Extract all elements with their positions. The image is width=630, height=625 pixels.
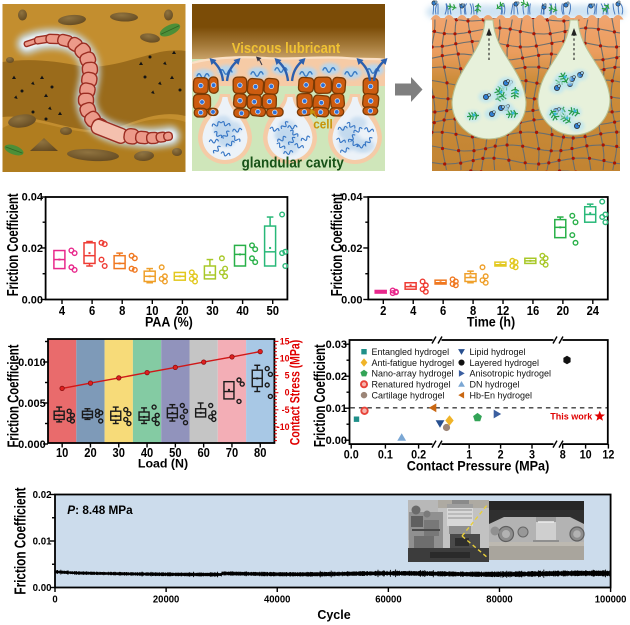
svg-text:0.00: 0.00: [326, 435, 347, 447]
svg-text:10: 10: [146, 303, 159, 318]
svg-text:Contact Pressure (MPa): Contact Pressure (MPa): [407, 458, 550, 474]
svg-text:0: 0: [285, 388, 290, 398]
svg-text:40: 40: [236, 303, 249, 318]
svg-text:0.04: 0.04: [341, 191, 363, 203]
svg-text:Hb-En hydrogel: Hb-En hydrogel: [470, 390, 533, 400]
svg-text:0.000: 0.000: [18, 439, 46, 451]
svg-text:DN hydrogel: DN hydrogel: [470, 379, 520, 389]
svg-text:70: 70: [226, 445, 239, 460]
svg-text:20: 20: [84, 445, 97, 460]
svg-text:16: 16: [527, 303, 540, 318]
svg-text:0.005: 0.005: [18, 398, 46, 410]
svg-text:12: 12: [497, 303, 510, 318]
svg-text:4: 4: [410, 303, 416, 318]
svg-text:80: 80: [254, 445, 267, 460]
svg-text:Load (N): Load (N): [138, 457, 188, 471]
svg-text:This work: This work: [550, 411, 593, 421]
svg-text:40000: 40000: [264, 594, 291, 605]
svg-text:Nano-array hydrogel: Nano-array hydrogel: [372, 369, 454, 379]
svg-text:50: 50: [169, 445, 182, 460]
svg-text:Friction Coefficient: Friction Coefficient: [328, 193, 345, 296]
svg-text:-10: -10: [277, 422, 290, 432]
svg-text:12: 12: [602, 449, 614, 462]
svg-text:24: 24: [587, 303, 600, 318]
svg-text:2: 2: [380, 303, 386, 318]
svg-text:Friction Coefficient: Friction Coefficient: [4, 193, 21, 296]
svg-text:glandular cavity: glandular cavity: [242, 154, 344, 171]
svg-text:Anti-fatigue hydrogel: Anti-fatigue hydrogel: [372, 358, 455, 368]
svg-text:15: 15: [280, 336, 290, 346]
svg-text:10: 10: [280, 354, 290, 364]
svg-text:6: 6: [440, 303, 446, 318]
svg-text:8: 8: [470, 303, 476, 318]
svg-text:0.02: 0.02: [22, 243, 43, 255]
svg-text:Time (h): Time (h): [467, 314, 515, 330]
svg-text:50: 50: [266, 303, 279, 318]
svg-text:Cartilage hydrogel: Cartilage hydrogel: [372, 390, 445, 400]
svg-text:100000: 100000: [595, 594, 627, 605]
svg-text:Layered hydrogel: Layered hydrogel: [470, 358, 540, 368]
svg-text:0.04: 0.04: [22, 191, 44, 203]
svg-text:20: 20: [176, 303, 189, 318]
svg-text:60000: 60000: [375, 594, 402, 605]
svg-text:0.2: 0.2: [411, 449, 426, 462]
svg-text:Friction Coefficient: Friction Coefficient: [12, 487, 29, 595]
svg-text:P: 8.48 MPa: P: 8.48 MPa: [67, 503, 133, 517]
svg-text:2: 2: [498, 449, 504, 462]
svg-text:0.02: 0.02: [33, 490, 52, 501]
svg-text:0.01: 0.01: [33, 537, 52, 548]
svg-text:cell: cell: [313, 117, 333, 131]
svg-text:-5: -5: [282, 405, 290, 415]
svg-text:10: 10: [580, 449, 592, 462]
svg-text:30: 30: [206, 303, 219, 318]
svg-text:40: 40: [141, 445, 154, 460]
svg-text:8: 8: [119, 303, 125, 318]
svg-text:10: 10: [56, 445, 69, 460]
svg-text:Viscous lubricant: Viscous lubricant: [232, 40, 341, 56]
svg-text:0.02: 0.02: [326, 371, 347, 383]
svg-text:Cycle: Cycle: [317, 608, 350, 622]
svg-text:PAA (%): PAA (%): [145, 314, 193, 330]
svg-text:0.01: 0.01: [326, 403, 347, 415]
svg-text:0.00: 0.00: [341, 295, 362, 307]
svg-text:20: 20: [557, 303, 570, 318]
svg-text:0.1: 0.1: [378, 449, 394, 462]
svg-text:0.00: 0.00: [22, 295, 43, 307]
svg-text:20000: 20000: [153, 594, 180, 605]
svg-text:5: 5: [285, 371, 290, 381]
svg-text:0.010: 0.010: [18, 357, 46, 369]
svg-text:4: 4: [59, 303, 65, 318]
svg-text:Entangled hydrogel: Entangled hydrogel: [372, 347, 450, 357]
svg-text:0.00: 0.00: [33, 583, 52, 594]
svg-text:Renatured hydrogel: Renatured hydrogel: [372, 379, 451, 389]
svg-text:3: 3: [529, 449, 535, 462]
svg-text:0: 0: [52, 594, 58, 605]
svg-text:Friction Coefficient: Friction Coefficient: [311, 344, 328, 447]
svg-text:0.03: 0.03: [326, 339, 347, 351]
svg-text:0.0: 0.0: [344, 449, 359, 462]
svg-text:0.02: 0.02: [341, 243, 362, 255]
svg-text:6: 6: [89, 303, 95, 318]
svg-text:Lipid hydrogel: Lipid hydrogel: [470, 347, 526, 357]
svg-text:60: 60: [197, 445, 210, 460]
svg-text:Friction Coefficient: Friction Coefficient: [5, 344, 22, 447]
svg-text:80000: 80000: [486, 594, 513, 605]
svg-text:8: 8: [560, 449, 566, 462]
svg-text:1: 1: [466, 449, 473, 462]
svg-text:Contact Stress (MPa): Contact Stress (MPa): [287, 340, 303, 445]
svg-text:30: 30: [113, 445, 126, 460]
svg-text:Anisotropic hydrogel: Anisotropic hydrogel: [470, 369, 552, 379]
